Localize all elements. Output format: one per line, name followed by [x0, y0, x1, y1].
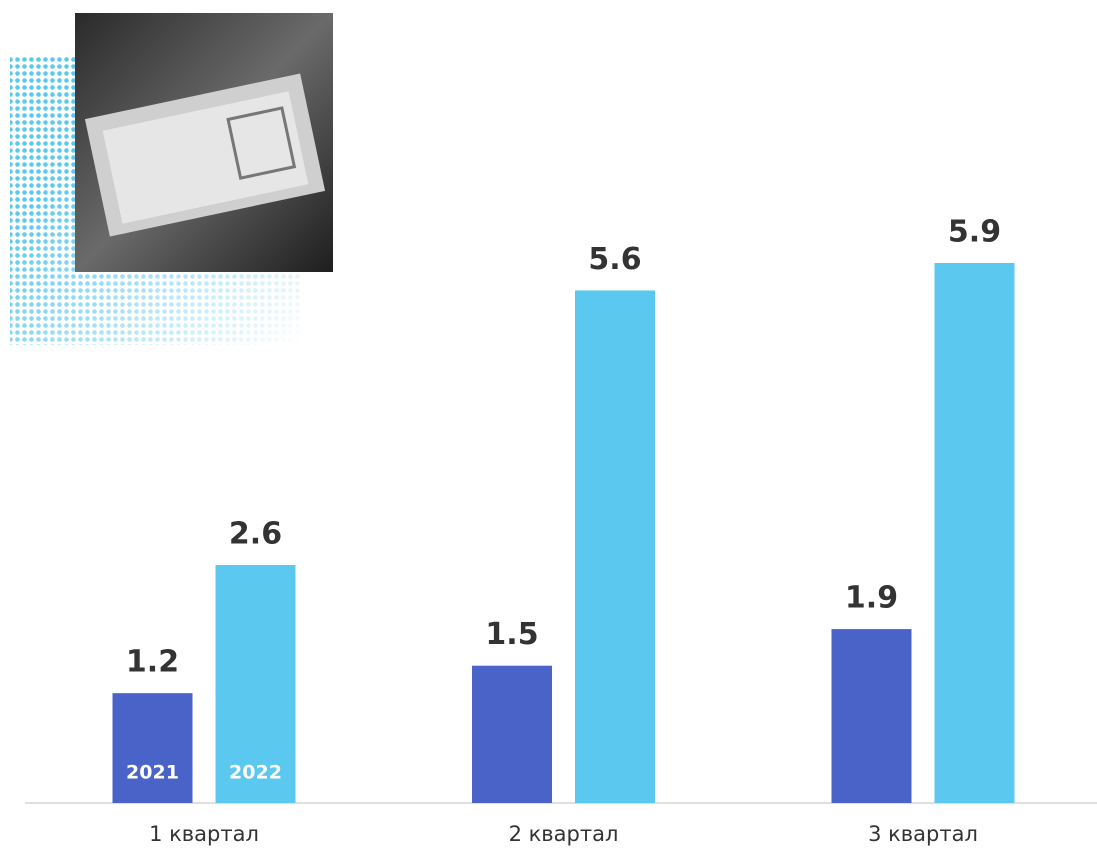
decoration	[10, 13, 333, 345]
value-label: 1.9	[845, 581, 898, 616]
legend-label: 2022	[229, 762, 282, 784]
value-label: 1.5	[485, 617, 538, 652]
value-label: 2.6	[229, 517, 282, 552]
x-tick-label: 3 квартал	[868, 822, 978, 846]
bar	[934, 263, 1015, 803]
value-label: 5.6	[588, 242, 641, 277]
x-tick-label: 2 квартал	[509, 822, 619, 846]
bar	[215, 565, 296, 803]
legend-label: 2021	[126, 762, 179, 784]
bar	[831, 629, 912, 803]
bar	[112, 693, 193, 803]
value-label: 1.2	[126, 645, 179, 680]
bar	[472, 665, 552, 803]
bar	[575, 290, 655, 803]
x-tick-label: 1 квартал	[149, 822, 259, 846]
value-label: 5.9	[948, 215, 1001, 250]
